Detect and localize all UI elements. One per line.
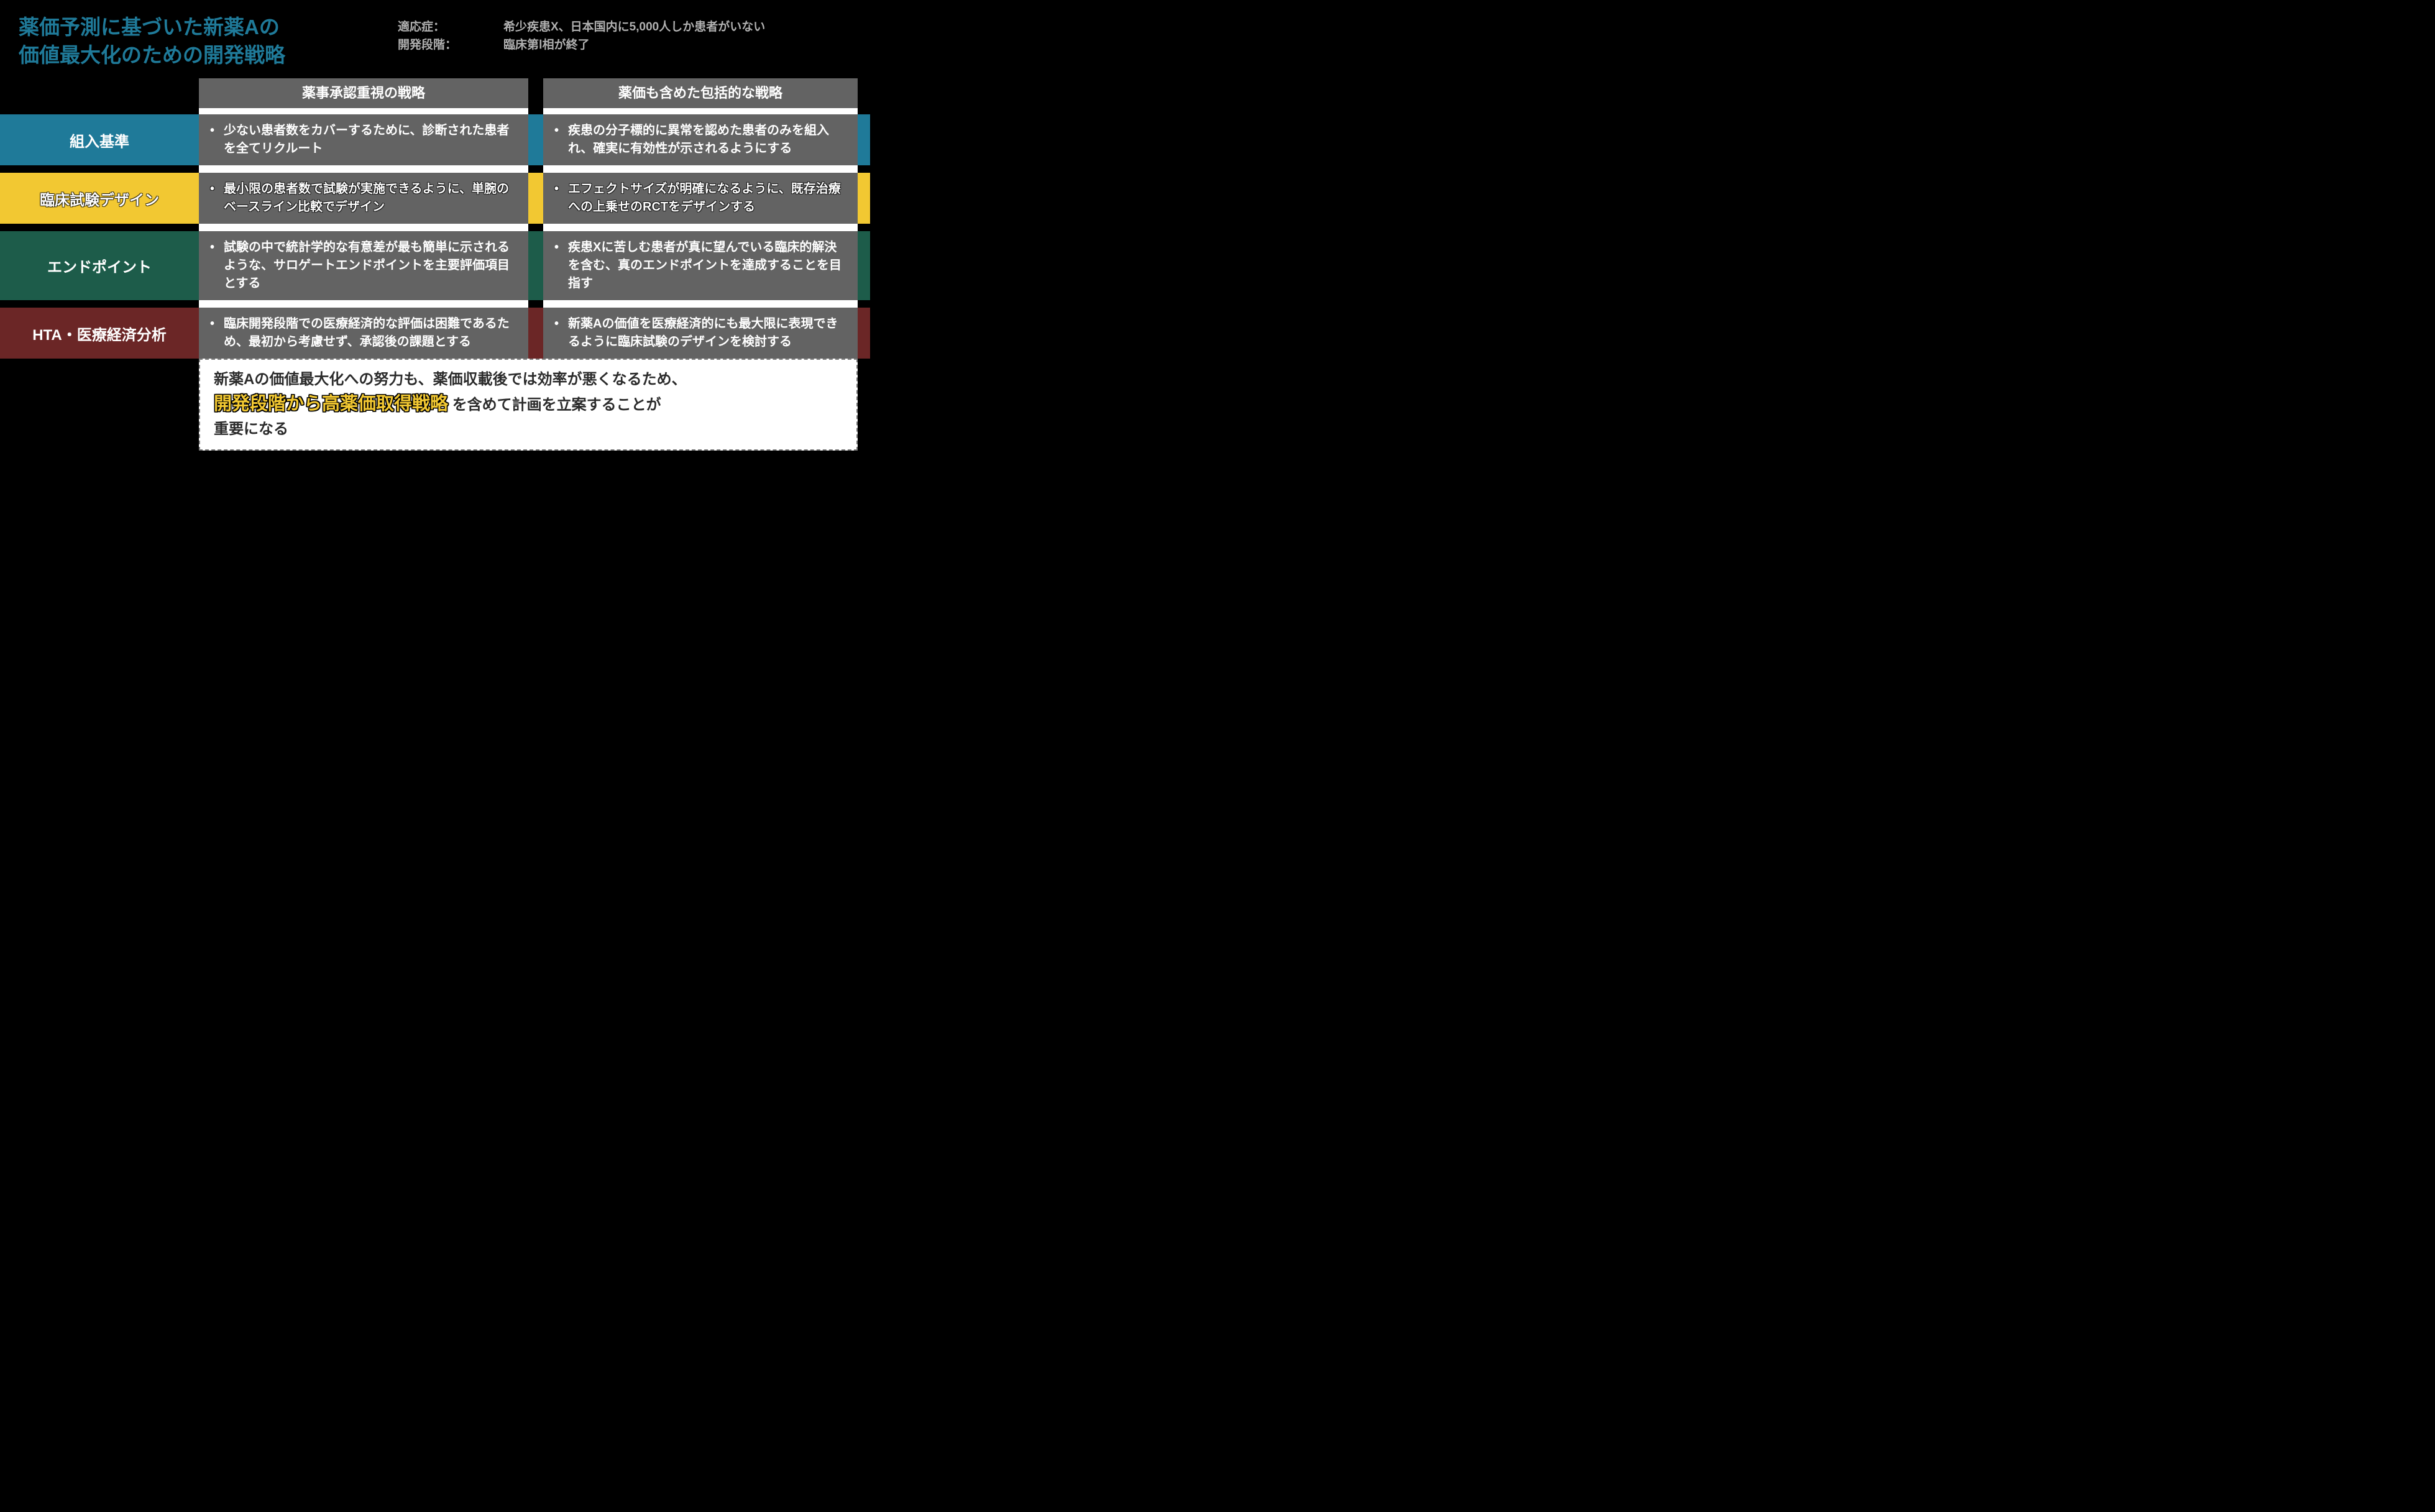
title-line-1: 薬価予測に基づいた新薬Aの: [19, 16, 280, 39]
meta-value-phase: 臨床第Ⅰ相が終了: [503, 35, 851, 52]
title-line-2: 価値最大化のための開発戦略: [19, 44, 285, 66]
row-label-endpoint: エンドポイント: [0, 231, 199, 300]
row-label-inclusion: 組入基準: [0, 114, 199, 165]
callout-post-1: を含めて計画を立案することが: [452, 396, 661, 413]
meta-label-indication: 適応症：: [398, 17, 503, 34]
callout-post-2: 重要になる: [214, 421, 288, 438]
meta-row-indication: 適応症： 希少疾患X、日本国内に5,000人しか患者がいない: [398, 17, 851, 34]
page-title: 薬価予測に基づいた新薬Aの 価値最大化のための開発戦略: [19, 14, 398, 69]
meta-row-phase: 開発段階： 臨床第Ⅰ相が終了: [398, 35, 851, 52]
table-row: 組入基準 少ない患者数をカバーするために、診断された患者を全てリクルート 疾患の…: [0, 114, 870, 165]
cell-design-left: 最小限の患者数で試験が実施できるように、単腕のベースライン比較でデザイン: [199, 173, 528, 224]
cell-inclusion-left: 少ない患者数をカバーするために、診断された患者を全てリクルート: [199, 114, 528, 165]
callout-pre: 新薬Aの価値最大化への努力も、薬価収載後では効率が悪くなるため、: [214, 371, 687, 388]
header: 薬価予測に基づいた新薬Aの 価値最大化のための開発戦略 適応症： 希少疾患X、日…: [0, 0, 870, 78]
title-block: 薬価予測に基づいた新薬Aの 価値最大化のための開発戦略: [19, 14, 398, 69]
callout-emphasis: 開発段階から高薬価取得戦略: [214, 394, 448, 414]
column-header-right: 薬価も含めた包括的な戦略: [543, 78, 858, 108]
cell-endpoint-right: 疾患Xに苦しむ患者が真に望んでいる臨床的解決を含む、真のエンドポイントを達成する…: [543, 231, 858, 300]
meta-block: 適応症： 希少疾患X、日本国内に5,000人しか患者がいない 開発段階： 臨床第…: [398, 14, 851, 69]
table-row: 臨床試験デザイン 最小限の患者数で試験が実施できるように、単腕のベースライン比較…: [0, 173, 870, 224]
column-headers: 薬事承認重視の戦略 薬価も含めた包括的な戦略: [0, 78, 870, 108]
cell-endpoint-left: 試験の中で統計学的な有意差が最も簡単に示されるような、サロゲートエンドポイントを…: [199, 231, 528, 300]
cell-hta-right: 新薬Aの価値を医療経済的にも最大限に表現できるように臨床試験のデザインを検討する: [543, 308, 858, 359]
meta-label-phase: 開発段階：: [398, 35, 503, 52]
comparison-table: 薬事承認重視の戦略 薬価も含めた包括的な戦略 組入基準 少ない患者数をカバーする…: [0, 78, 870, 451]
column-header-left: 薬事承認重視の戦略: [199, 78, 528, 108]
cell-design-right: エフェクトサイズが明確になるように、既存治療への上乗せのRCTをデザインする: [543, 173, 858, 224]
cell-hta-left: 臨床開発段階での医療経済的な評価は困難であるため、最初から考慮せず、承認後の課題…: [199, 308, 528, 359]
table-row: HTA・医療経済分析 臨床開発段階での医療経済的な評価は困難であるため、最初から…: [0, 308, 870, 359]
meta-value-indication: 希少疾患X、日本国内に5,000人しか患者がいない: [503, 17, 851, 34]
cell-inclusion-right: 疾患の分子標的に異常を認めた患者のみを組入れ、確実に有効性が示されるようにする: [543, 114, 858, 165]
callout-wrap: 新薬Aの価値最大化への努力も、薬価収載後では効率が悪くなるため、 開発段階から高…: [0, 359, 870, 451]
table-row: エンドポイント 試験の中で統計学的な有意差が最も簡単に示されるような、サロゲート…: [0, 231, 870, 300]
callout-box: 新薬Aの価値最大化への努力も、薬価収載後では効率が悪くなるため、 開発段階から高…: [199, 359, 858, 451]
row-label-hta: HTA・医療経済分析: [0, 308, 199, 359]
row-label-design: 臨床試験デザイン: [0, 173, 199, 224]
